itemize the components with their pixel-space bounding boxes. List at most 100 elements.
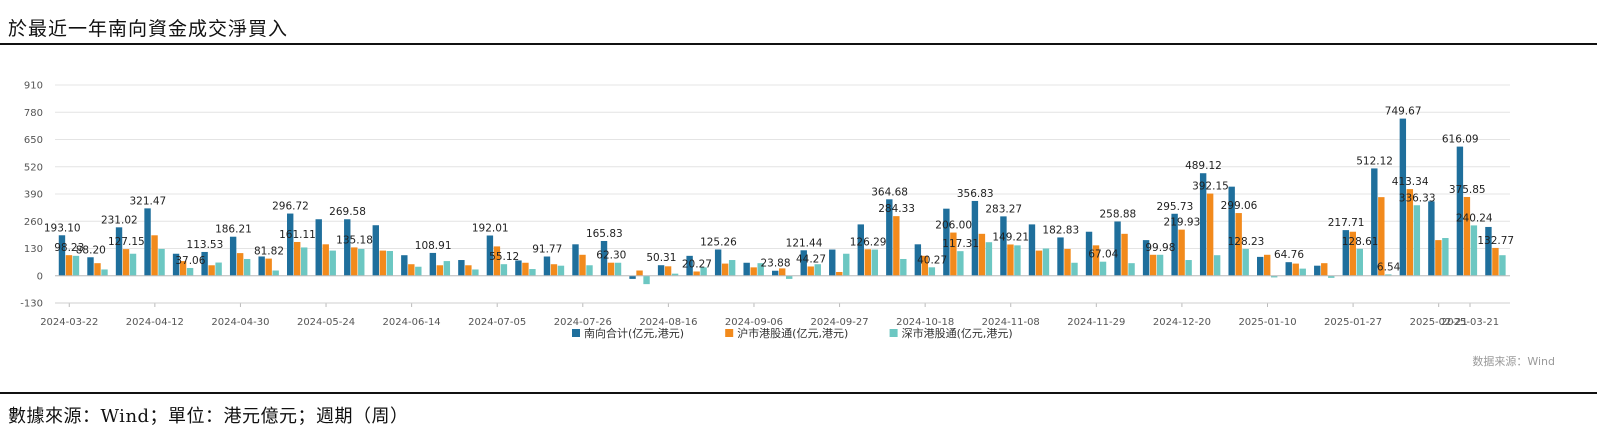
bar-series-0 [1085,231,1093,276]
bar-series-2 [700,267,707,276]
data-label: 126.29 [850,236,887,248]
bar-series-2 [786,275,793,279]
data-label: 81.82 [254,246,284,258]
bar-series-0 [543,256,551,276]
bar-series-2 [1185,260,1192,276]
bar-series-2 [101,269,108,276]
data-label: 40.27 [917,254,947,266]
x-tick-label: 2024-07-05 [468,317,526,328]
data-label: 99.98 [1145,242,1175,254]
bar-series-2 [301,247,308,276]
bar-series-0 [87,257,94,276]
data-label: 193.10 [44,222,81,234]
bar-series-2 [415,266,422,276]
bar-series-1 [921,255,929,276]
bar-series-2 [386,251,393,276]
chart-title: 於最近一年南向資金成交淨買入 [8,18,289,40]
bar-series-0 [1114,221,1121,276]
bar-series-0 [429,252,437,276]
bar-series-0 [1028,224,1036,276]
data-label: 512.12 [1356,155,1393,167]
bar-series-2 [272,270,279,276]
footer-note: 數據來源：Wind；單位：港元億元；週期（周） [8,406,409,427]
bar-series-1 [1321,263,1328,276]
data-label: 20.27 [682,259,712,271]
data-label: 356.83 [957,188,994,200]
bar-series-0 [657,265,665,276]
bar-series-2 [643,275,650,285]
bar-series-1 [94,263,101,276]
bar-series-2 [557,265,565,276]
bar-series-1 [1149,254,1157,276]
x-tick-label: 2024-04-12 [126,317,184,328]
bar-series-1 [408,264,415,276]
bar-series-1 [1178,229,1185,276]
bar-series-2 [529,269,536,276]
bar-series-0 [58,235,66,276]
data-label: 186.21 [215,224,252,236]
bar-series-0 [1199,173,1207,276]
x-tick-label: 2024-11-29 [1067,317,1125,328]
bar-series-0 [971,200,979,276]
bar-series-2 [243,258,251,276]
data-label: 55.12 [489,251,519,263]
bar-series-2 [1356,248,1363,276]
bar-series-1 [664,266,672,276]
bar-series-2 [1413,205,1421,276]
bar-series-0 [201,251,208,276]
x-tick-label: 2024-08-16 [639,317,697,328]
bar-series-1 [1235,213,1242,276]
x-tick-label: 2025-01-27 [1324,317,1382,328]
bar-series-2 [1470,225,1478,276]
bar-series-2 [1242,248,1249,276]
data-label: 413.34 [1392,176,1429,188]
bar-series-1 [379,250,386,276]
data-label: 295.73 [1157,201,1194,213]
bar-series-2 [1499,255,1506,276]
bar-series-2 [614,262,622,276]
bar-series-0 [1399,118,1407,276]
axis-layer: -130 0 130 260 390 520 650 780 910 2024-03-22 2024… [20,81,1510,328]
bar-series-0 [1142,240,1150,276]
bar-series-2 [900,258,907,276]
legend-label: 沪市港股通(亿元,港元) [737,326,848,340]
bar-series-1 [550,264,558,276]
data-label: 44.27 [796,253,826,265]
data-label: 117.31 [942,238,979,250]
bar-series-0 [1057,237,1064,276]
x-tick-label: 2024-11-08 [982,317,1040,328]
bar-series-0 [258,256,265,276]
bar-series-1 [636,270,643,276]
bar-series-1 [1264,254,1271,276]
bar-series-0 [1485,226,1492,276]
data-label: 91.77 [532,244,562,256]
bar-series-0 [914,244,922,276]
bar-series-0 [1171,213,1178,276]
bar-series-2 [500,264,508,276]
bar-series-0 [172,253,180,276]
bar-series-2 [186,267,194,276]
data-label: 392.15 [1192,181,1229,193]
bar-series-2 [158,248,165,276]
bar-series-1 [322,244,329,276]
bar-series-1 [579,254,586,276]
bar-series-2 [215,262,222,276]
top-rule [0,43,1597,45]
y-tick-label: 130 [24,244,43,255]
bar-series-2 [957,251,964,276]
bar-series-1 [893,216,900,276]
bar-series-1 [779,268,786,276]
data-label: 217.71 [1328,217,1365,229]
bar-series-0 [1314,265,1321,276]
bar-series-0 [372,225,379,276]
x-tick-label: 2024-04-30 [211,317,269,328]
bar-series-1 [978,233,986,276]
bar-series-2 [671,273,679,276]
data-label: 23.88 [760,258,790,270]
y-tick-label: 780 [24,108,43,119]
bar-series-2 [757,263,764,276]
data-label: 283.27 [985,203,1022,215]
data-label: 127.15 [108,236,145,248]
bar-series-1 [65,255,73,276]
